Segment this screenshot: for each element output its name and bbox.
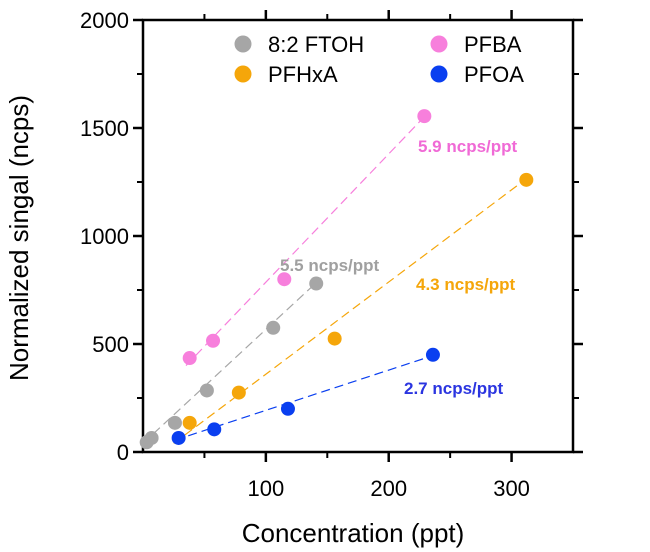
data-points: [139, 109, 534, 450]
legend: 8:2 FTOH PFBA PFHxA PFOA: [234, 32, 524, 87]
data-point: [167, 415, 182, 430]
data-point: [309, 276, 324, 291]
data-point: [417, 109, 432, 124]
slope-label: 5.9 ncps/ppt: [418, 137, 518, 156]
legend-marker: [234, 65, 252, 83]
y-tick-label: 1500: [80, 116, 129, 141]
fit-line: [173, 178, 527, 444]
y-axis-title: Normalized singal (ncps): [4, 95, 34, 381]
legend-marker: [430, 35, 448, 53]
y-tick-label: 2000: [80, 8, 129, 33]
x-tick-label: 300: [493, 476, 530, 501]
data-point: [171, 430, 186, 445]
data-point: [144, 430, 159, 445]
legend-marker: [234, 35, 252, 53]
y-tick-label: 0: [117, 440, 129, 465]
y-tick-label: 1000: [80, 224, 129, 249]
legend-label: PFBA: [464, 32, 522, 57]
data-point: [425, 347, 440, 362]
legend-label: PFHxA: [268, 62, 338, 87]
data-point: [199, 383, 214, 398]
slope-label: 2.7 ncps/ppt: [404, 379, 504, 398]
slope-label: 5.5 ncps/ppt: [280, 256, 380, 275]
data-point: [182, 351, 197, 366]
data-point: [182, 415, 197, 430]
data-point: [519, 172, 534, 187]
y-tick-label: 500: [92, 332, 129, 357]
fit-line: [185, 112, 429, 367]
x-axis-title: Concentration (ppt): [242, 518, 465, 548]
legend-label: PFOA: [464, 62, 524, 87]
data-point: [280, 401, 295, 416]
data-point: [231, 385, 246, 400]
fit-line: [142, 277, 322, 444]
legend-label: 8:2 FTOH: [268, 32, 364, 57]
x-tick-label: 100: [247, 476, 284, 501]
data-point: [207, 422, 222, 437]
slope-label: 4.3 ncps/ppt: [416, 275, 516, 294]
data-point: [327, 331, 342, 346]
data-point: [266, 320, 281, 335]
axes: 0 500 1000 1500 2000 100 200 300 Concentration (…: [4, 8, 583, 548]
data-point: [277, 272, 292, 287]
data-point: [206, 333, 221, 348]
legend-marker: [430, 65, 448, 83]
x-tick-label: 200: [370, 476, 407, 501]
slope-labels: 5.5 ncps/ppt 5.9 ncps/ppt 4.3 ncps/ppt 2.7 …: [280, 137, 518, 398]
